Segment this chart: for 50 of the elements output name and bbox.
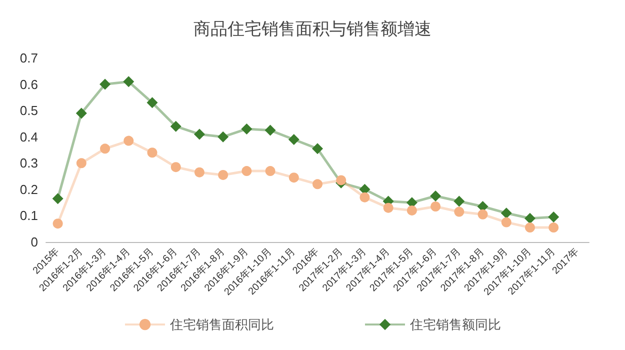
point — [52, 193, 64, 204]
legend-label: 住宅销售面积同比 — [169, 317, 274, 332]
point — [123, 76, 134, 88]
point — [524, 212, 536, 224]
point — [336, 175, 346, 186]
point — [194, 128, 205, 140]
legend-label: 住宅销售额同比 — [409, 317, 501, 332]
y-tick-label: 0.7 — [20, 50, 38, 66]
y-tick-label: 0.4 — [20, 129, 38, 144]
y-tick-label: 0.3 — [20, 156, 38, 171]
point — [170, 162, 181, 172]
point — [76, 108, 87, 119]
point — [124, 136, 134, 146]
point — [360, 192, 370, 202]
point — [194, 167, 204, 178]
point — [265, 166, 276, 176]
point — [52, 218, 63, 229]
point — [170, 120, 182, 132]
point — [454, 196, 465, 207]
point — [288, 172, 299, 183]
point — [383, 202, 394, 213]
point — [218, 131, 229, 142]
point — [454, 206, 464, 217]
point — [288, 134, 300, 145]
point — [146, 97, 158, 108]
point — [76, 158, 86, 168]
point — [100, 78, 111, 90]
point — [501, 217, 512, 228]
y-tick-label: 0.2 — [20, 182, 38, 197]
point — [242, 166, 252, 176]
point — [430, 190, 442, 202]
point — [548, 212, 560, 223]
point — [100, 144, 110, 154]
y-tick-label: 0.5 — [20, 103, 38, 118]
point — [264, 124, 276, 136]
point — [312, 143, 323, 154]
point — [500, 208, 512, 219]
point — [241, 123, 252, 134]
chart-title: 商品住宅销售面积与销售额增速 — [194, 20, 432, 40]
point — [147, 148, 158, 158]
point — [406, 205, 417, 216]
point — [430, 202, 441, 212]
y-tick-label: 0 — [30, 234, 38, 250]
point — [312, 179, 322, 190]
point — [548, 222, 559, 233]
point — [524, 222, 535, 233]
y-tick-label: 0.6 — [20, 76, 38, 92]
point — [218, 170, 228, 180]
y-tick-label: 0.1 — [20, 208, 38, 224]
point — [478, 209, 488, 220]
